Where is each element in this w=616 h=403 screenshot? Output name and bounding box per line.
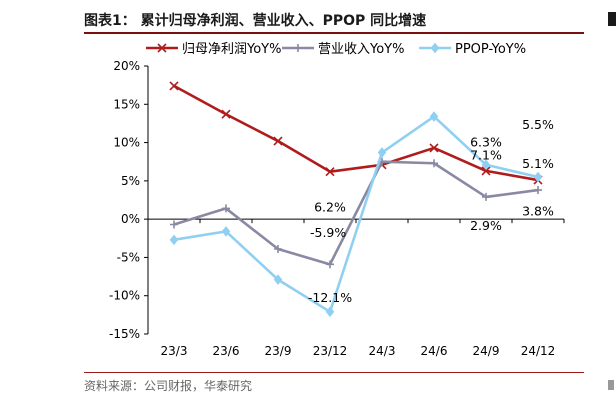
series-1-point bbox=[273, 136, 283, 146]
series-3-point bbox=[273, 274, 283, 286]
x-tick-label: 24/12 bbox=[521, 344, 556, 358]
y-tick-label: 10% bbox=[113, 136, 140, 150]
source-rule bbox=[84, 372, 584, 373]
legend-label-1: 归母净利润YoY% bbox=[182, 42, 281, 57]
adjacent-page-edge-bottom bbox=[608, 380, 614, 390]
data-label: 3.8% bbox=[522, 203, 554, 218]
data-label: -5.9% bbox=[310, 225, 346, 240]
series-2-point bbox=[274, 245, 282, 254]
data-label: 5.1% bbox=[522, 156, 554, 171]
legend-marker-3 bbox=[430, 42, 440, 54]
data-label: 6.2% bbox=[314, 200, 346, 215]
y-tick-label: -10% bbox=[109, 289, 140, 303]
series-2-point bbox=[534, 186, 542, 195]
data-label: 7.1% bbox=[470, 148, 502, 163]
x-tick-label: 24/6 bbox=[421, 344, 448, 358]
legend-label-3: PPOP-YoY% bbox=[455, 42, 526, 57]
x-tick-label: 23/3 bbox=[161, 344, 188, 358]
series-2-point bbox=[326, 260, 334, 269]
legend-marker-2 bbox=[294, 44, 302, 52]
series-3-point bbox=[221, 225, 231, 237]
series-3-point bbox=[377, 147, 387, 158]
chart-annotations: 6.2% -5.9% -12.1% 6.3%7.1% 2.9% 5.5% 5.1% 3.8% bbox=[308, 117, 554, 305]
line-chart: 归母净利润YoY% 营业收入YoY% PPOP-YoY% 20% 15% 10% 5% 0%… bbox=[109, 42, 565, 358]
series-3-point bbox=[481, 159, 491, 171]
series-3-point bbox=[325, 306, 335, 318]
x-tick-label: 23/6 bbox=[213, 344, 240, 358]
series-2-point bbox=[430, 159, 438, 168]
series-line-2 bbox=[173, 160, 539, 266]
series-3-point bbox=[429, 111, 439, 122]
series-1-point bbox=[481, 166, 491, 176]
series-line-1 bbox=[173, 84, 539, 182]
y-tick-label: 20% bbox=[113, 59, 140, 73]
series-2-point bbox=[222, 204, 230, 213]
data-label: 2.9% bbox=[470, 218, 502, 233]
series-1-point bbox=[325, 167, 335, 177]
y-tick-label: 15% bbox=[113, 97, 140, 111]
y-tick-label: 0% bbox=[121, 212, 140, 226]
chart-series bbox=[169, 81, 543, 318]
y-tick-label: -15% bbox=[109, 327, 140, 341]
title-rule bbox=[84, 32, 584, 34]
data-label: -12.1% bbox=[308, 290, 352, 305]
series-3-point bbox=[169, 234, 179, 246]
chart-axes: 20% 15% 10% 5% 0% -5% -10% -15% 23/3 23/6 23/9 23/1… bbox=[109, 59, 565, 358]
series-2-point bbox=[170, 220, 178, 229]
x-tick-label: 24/3 bbox=[369, 344, 396, 358]
adjacent-page-edge bbox=[608, 12, 616, 26]
legend-marker-1 bbox=[157, 43, 167, 53]
series-2-point bbox=[482, 192, 490, 201]
data-label: 5.5% bbox=[522, 117, 554, 132]
series-line-3 bbox=[173, 115, 539, 314]
series-1-point bbox=[221, 109, 231, 119]
data-label: 6.3% bbox=[470, 135, 502, 150]
x-tick-label: 24/9 bbox=[473, 344, 500, 358]
figure-title: 图表1： 累计归母净利润、营业收入、PPOP 同比增速 bbox=[84, 13, 427, 29]
series-3-point bbox=[533, 171, 543, 183]
series-1-point bbox=[429, 143, 439, 153]
x-tick-label: 23/12 bbox=[313, 344, 348, 358]
y-tick-label: 5% bbox=[121, 174, 140, 188]
legend-label-2: 营业收入YoY% bbox=[318, 42, 404, 57]
source-note: 资料来源：公司财报，华泰研究 bbox=[84, 379, 253, 393]
x-tick-label: 23/9 bbox=[265, 344, 292, 358]
chart-legend: 归母净利润YoY% 营业收入YoY% PPOP-YoY% bbox=[146, 42, 526, 57]
series-1-point bbox=[169, 81, 179, 91]
y-tick-label: -5% bbox=[117, 250, 140, 264]
